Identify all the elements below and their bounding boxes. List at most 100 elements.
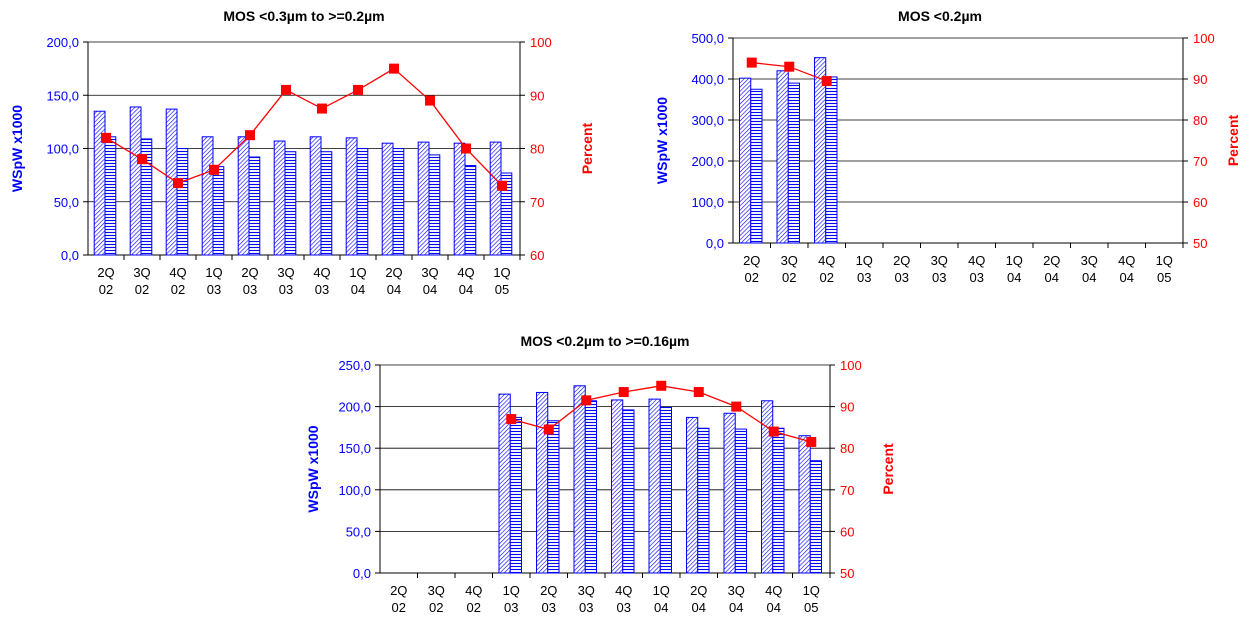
bar-series-1 [489,141,502,256]
x-tick-label: 2Q [690,583,707,598]
x-tick-label: 03 [857,270,871,285]
x-tick-label: 1Q [349,265,366,280]
bar-series-1 [453,142,466,256]
x-tick-label: 3Q [578,583,595,598]
y2-tick-label: 80 [1193,113,1207,128]
x-tick-label: 02 [392,600,406,615]
x-tick-label: 04 [729,600,743,615]
x-tick-label: 2Q [385,265,402,280]
y-tick-label: 100,0 [691,195,724,210]
bar-series-2 [320,151,333,256]
bar-series-2 [464,165,477,256]
percent-marker [784,61,795,72]
x-tick-label: 03 [542,600,556,615]
x-tick-label: 05 [804,600,818,615]
bar-series-2 [509,416,522,574]
y-tick-label: 50,0 [54,195,79,210]
x-tick-label: 3Q [931,253,948,268]
y-tick-label: 100,0 [46,142,79,157]
x-tick-label: 3Q [133,265,150,280]
x-tick-label: 02 [820,270,834,285]
x-tick-label: 03 [895,270,909,285]
x-tick-label: 03 [579,600,593,615]
y-tick-label: 150,0 [338,441,371,456]
bar-series-1 [417,141,430,256]
bar-series-2 [248,156,261,256]
x-tick-label: 03 [279,282,293,297]
y-tick-label: 400,0 [691,72,724,87]
x-tick-label: 03 [504,600,518,615]
x-tick-label: 1Q [503,583,520,598]
x-tick-label: 2Q [97,265,114,280]
y2-tick-label: 90 [530,88,544,103]
percent-marker [101,132,111,143]
bar-series-1 [237,136,250,256]
bar-series-2 [622,409,635,574]
chart-title: MOS <0.3µm to >=0.2µm [223,8,384,24]
percent-marker [821,76,832,87]
y-axis-label: WSpW x1000 [9,105,25,192]
bar-series-1 [611,399,624,574]
x-tick-label: 2Q [743,253,760,268]
percent-marker [656,380,667,391]
y-tick-label: 300,0 [691,113,724,128]
x-tick-label: 04 [654,600,668,615]
y2-tick-label: 100 [840,358,862,373]
x-tick-label: 1Q [856,253,873,268]
percent-marker [173,178,183,189]
x-tick-label: 2Q [1043,253,1060,268]
bar-series-1 [93,110,106,256]
y2-tick-label: 90 [1193,72,1207,87]
x-tick-label: 2Q [893,253,910,268]
bar-series-1 [309,136,322,256]
bar-series-2 [659,406,672,574]
x-tick-label: 04 [1120,270,1134,285]
bar-series-2 [140,138,153,256]
y2-tick-label: 70 [1193,154,1207,169]
y-tick-label: 200,0 [691,154,724,169]
bar-series-1 [381,142,394,256]
percent-marker [618,387,629,398]
percent-line [105,67,503,187]
x-tick-label: 02 [782,270,796,285]
percent-marker [389,63,399,74]
x-tick-label: 04 [767,600,781,615]
x-tick-label: 04 [423,282,437,297]
bar-series-2 [104,136,117,256]
x-tick-label: 2Q [390,583,407,598]
y-axis-label: WSpW x1000 [654,97,670,184]
x-tick-label: 04 [1082,270,1096,285]
percent-marker [209,164,219,175]
x-tick-label: 04 [387,282,401,297]
x-tick-label: 05 [1157,270,1171,285]
y-tick-label: 0,0 [61,248,79,263]
bar-series-1 [776,70,789,244]
percent-marker [806,436,817,447]
percent-marker [506,414,517,425]
percent-marker [137,154,147,165]
chart-mos-below-0.2: MOS <0.2µm 0,0 100,0 200,0 300,0 400,0 500,0 50… [654,8,1241,285]
y-tick-label: 50,0 [346,524,371,539]
y2-tick-label: 60 [1193,195,1207,210]
x-tick-label: 3Q [421,265,438,280]
x-tick-label: 4Q [968,253,985,268]
y2-tick-label: 60 [840,524,854,539]
bar-series-1 [273,140,286,256]
chart-mos-0.3-to-0.2: MOS <0.3µm to >=0.2µm 0,0 50,0 100,0 150,0 20… [9,8,595,297]
x-tick-label: 02 [745,270,759,285]
bar-series-2 [809,460,822,574]
y2-tick-label: 50 [1193,236,1207,251]
bar-series-2 [500,172,513,256]
y2-axis-label: Percent [880,443,896,495]
x-tick-label: 4Q [615,583,632,598]
x-tick-label: 02 [467,600,481,615]
x-tick-label: 03 [207,282,221,297]
percent-marker [425,95,435,106]
x-tick-label: 02 [171,282,185,297]
bar-series-2 [734,428,747,574]
percent-marker [693,387,704,398]
x-tick-label: 2Q [241,265,258,280]
percent-marker [581,395,592,406]
bar-series-2 [772,427,785,574]
bar-series-2 [176,148,189,256]
